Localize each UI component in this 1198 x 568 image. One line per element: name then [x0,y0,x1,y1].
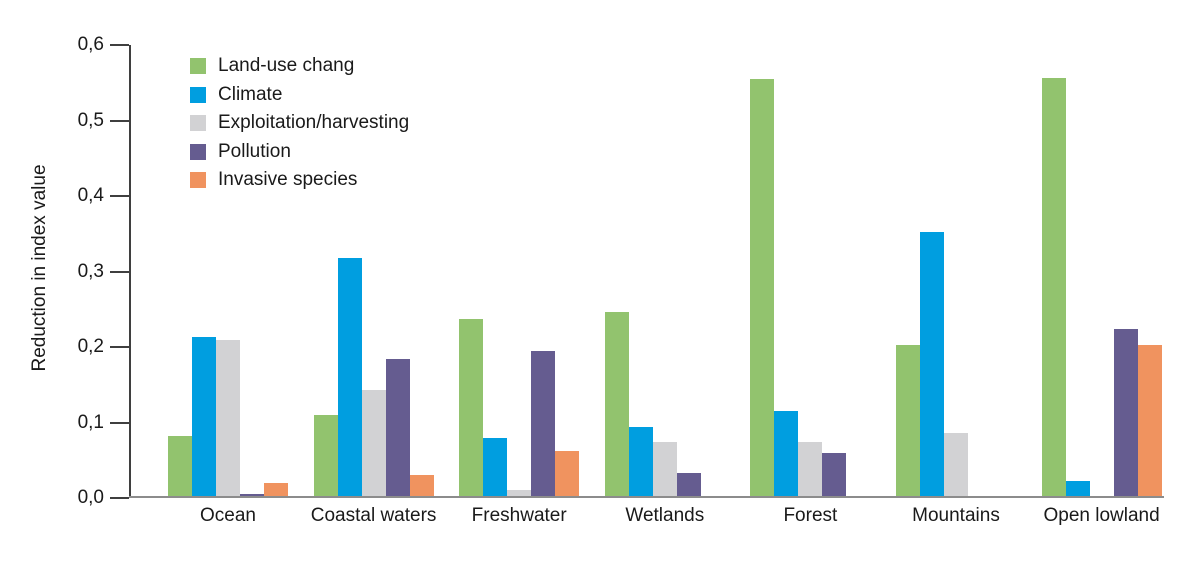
y-tick-label: 0,1 [77,411,104,433]
y-tick-mark [110,195,129,197]
bar-land-use-chang-freshwater [459,319,484,496]
bar-exploitation-harvesting-wetlands [652,442,677,496]
bar-exploitation-harvesting-forest [798,441,823,496]
bar-climate-open-lowland [1065,480,1090,496]
y-tick-label: 0,4 [77,185,104,206]
legend-label: Pollution [218,140,291,162]
y-tick-label: 0,5 [77,109,104,131]
legend-label: Climate [218,83,283,105]
y-tick-mark [110,497,129,499]
x-axis-line [129,496,1164,498]
bar-climate-forest [774,410,799,496]
category-label: Mountains [912,505,1000,526]
legend-swatch-icon [190,172,206,189]
y-tick-mark [110,421,129,424]
bar-climate-freshwater [483,437,508,496]
bar-land-use-chang-coastal-waters [313,415,338,496]
bar-pollution-open-lowland [1113,329,1138,496]
y-tick-mark [110,270,129,273]
bar-land-use-chang-mountains [896,345,920,496]
bar-pollution-wetlands [676,472,701,496]
y-tick-label: 0,3 [77,260,104,282]
plot-area: 0,0 0,1 0,2 0,3 0,4 0,5 0,6 [78,35,1164,508]
category-label: Open lowland [1043,505,1160,526]
legend-swatch-icon [190,143,206,160]
bar-exploitation-harvesting-mountains [944,432,968,496]
legend-item: Land-use chang [190,55,409,76]
y-tick-label: 0,6 [77,34,104,55]
y-tick-label: 0,0 [77,487,104,508]
legend-swatch-icon [190,86,206,103]
category-label: Wetlands [625,505,705,526]
legend-label: Invasive species [218,169,358,191]
category-label: Freshwater [471,505,567,526]
bar-invasive-species-freshwater [555,451,580,496]
bar-climate-coastal-waters [337,258,362,496]
y-tick-mark [110,119,129,122]
y-axis-line [129,45,131,498]
bar-invasive-species-open-lowland [1137,345,1162,496]
category-label: Coastal waters [310,505,437,526]
bar-exploitation-harvesting-freshwater [507,489,532,496]
legend-item: Pollution [190,140,409,162]
category-label: Ocean [200,505,256,526]
bar-exploitation-harvesting-coastal-waters [361,389,386,496]
bar-invasive-species-coastal-waters [409,474,434,496]
legend-item: Invasive species [190,169,409,191]
bar-land-use-chang-ocean [168,436,192,496]
category-label: Forest [783,505,838,526]
legend-label: Land-use chang [218,55,355,76]
bar-land-use-chang-open-lowland [1041,77,1066,496]
bar-land-use-chang-wetlands [604,311,629,496]
y-tick-mark [110,44,129,46]
legend-item: Climate [190,83,409,105]
y-tick-mark [110,346,129,348]
bar-invasive-species-ocean [264,483,288,496]
bar-pollution-freshwater [531,351,556,496]
bar-pollution-ocean [240,493,264,496]
bar-pollution-coastal-waters [385,359,410,496]
bar-pollution-forest [822,452,847,496]
legend-swatch-icon [190,58,206,74]
legend-swatch-icon [190,115,206,132]
legend-item: Exploitation/harvesting [190,112,410,134]
y-tick-label: 0,2 [77,336,104,357]
legend: Land-use chang Climate Exploitation/harves… [190,55,410,191]
bar-land-use-chang-forest [750,78,775,496]
bar-exploitation-harvesting-ocean [216,340,240,496]
legend-label: Exploitation/harvesting [218,112,410,134]
bar-climate-ocean [192,336,216,496]
bar-climate-wetlands [628,426,653,496]
bar-climate-mountains [920,231,944,496]
